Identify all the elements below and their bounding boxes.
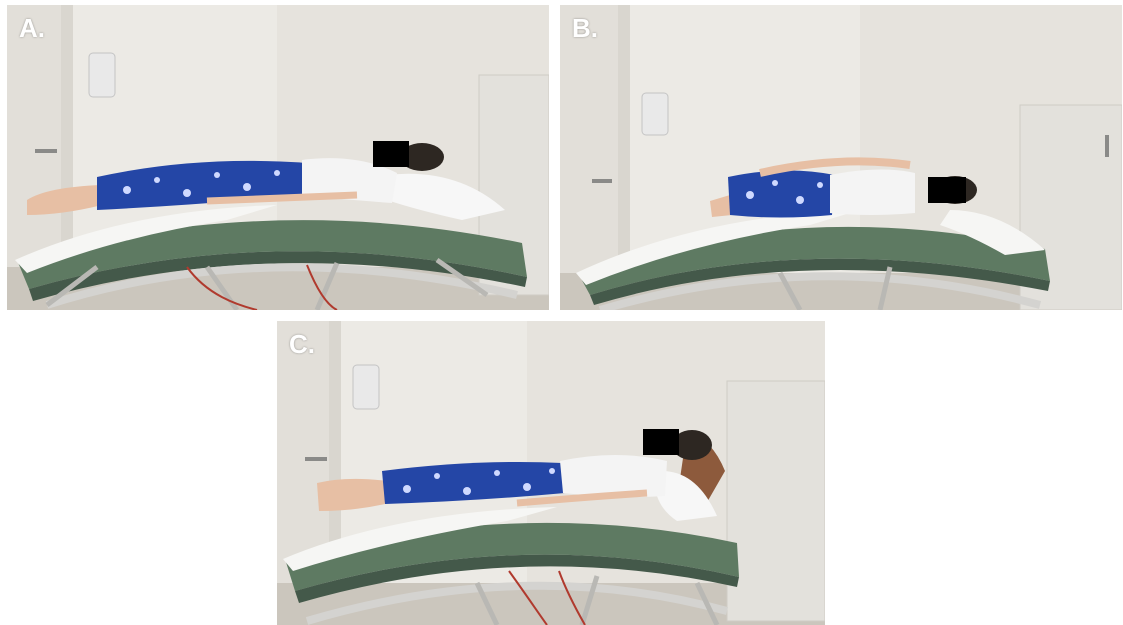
cabinet (726, 380, 825, 622)
pillow (657, 471, 717, 521)
paper-sheet (15, 205, 277, 273)
shirt (830, 169, 915, 215)
door (560, 5, 618, 273)
soap-dispenser (641, 92, 669, 136)
bed-frame-struts (474, 575, 720, 625)
mattress-edge (295, 554, 739, 603)
censor-box (643, 429, 679, 455)
bed-frame (45, 263, 518, 309)
mattress-edge (29, 251, 527, 301)
photo-panel-a: A. (7, 5, 549, 310)
hair (672, 430, 712, 460)
cables (508, 570, 586, 625)
shirt (560, 455, 667, 497)
cabinet-handle (1105, 135, 1109, 157)
pants-pattern (403, 468, 555, 495)
door-frame (329, 321, 341, 579)
photo-b-drawing (560, 5, 1122, 310)
paper-sheet-head (940, 210, 1045, 255)
arm (206, 191, 358, 205)
soap-dispenser (352, 364, 380, 410)
arm (516, 489, 648, 507)
bed-frame (598, 272, 1042, 310)
door-frame (618, 5, 630, 267)
bed-frame-struts (45, 257, 489, 310)
hair (400, 143, 444, 171)
photo-panel-c: C. (277, 321, 825, 625)
door (277, 321, 329, 583)
feet (317, 478, 389, 511)
mattress (17, 220, 527, 289)
photo-a-drawing (7, 5, 549, 310)
arm (759, 157, 911, 177)
feet (710, 195, 732, 217)
door (7, 5, 61, 267)
panel-label-a: A. (19, 13, 45, 43)
cables (186, 264, 338, 310)
photo-panel-b: B. (560, 5, 1122, 310)
censor-box (373, 141, 409, 167)
soap-dispenser (88, 52, 116, 98)
panel-label-c: C. (289, 329, 315, 359)
mattress-edge (590, 258, 1050, 305)
panel-label-b: B. (572, 13, 598, 43)
paper-sheet (283, 507, 557, 571)
paper-sheet (576, 210, 860, 285)
bed-frame (305, 581, 729, 625)
door-handle (305, 457, 327, 461)
pants-pattern (746, 180, 823, 204)
pants (728, 170, 835, 218)
bed-frame-struts (777, 266, 893, 310)
pillow (387, 173, 505, 220)
censor-box (928, 177, 966, 203)
shirt (302, 158, 397, 203)
door-handle (35, 149, 57, 153)
door-frame (61, 5, 73, 255)
pants-pattern (123, 170, 280, 197)
door-handle (592, 179, 612, 183)
feet (27, 185, 102, 215)
pants (382, 462, 565, 504)
photo-c-drawing (277, 321, 825, 625)
